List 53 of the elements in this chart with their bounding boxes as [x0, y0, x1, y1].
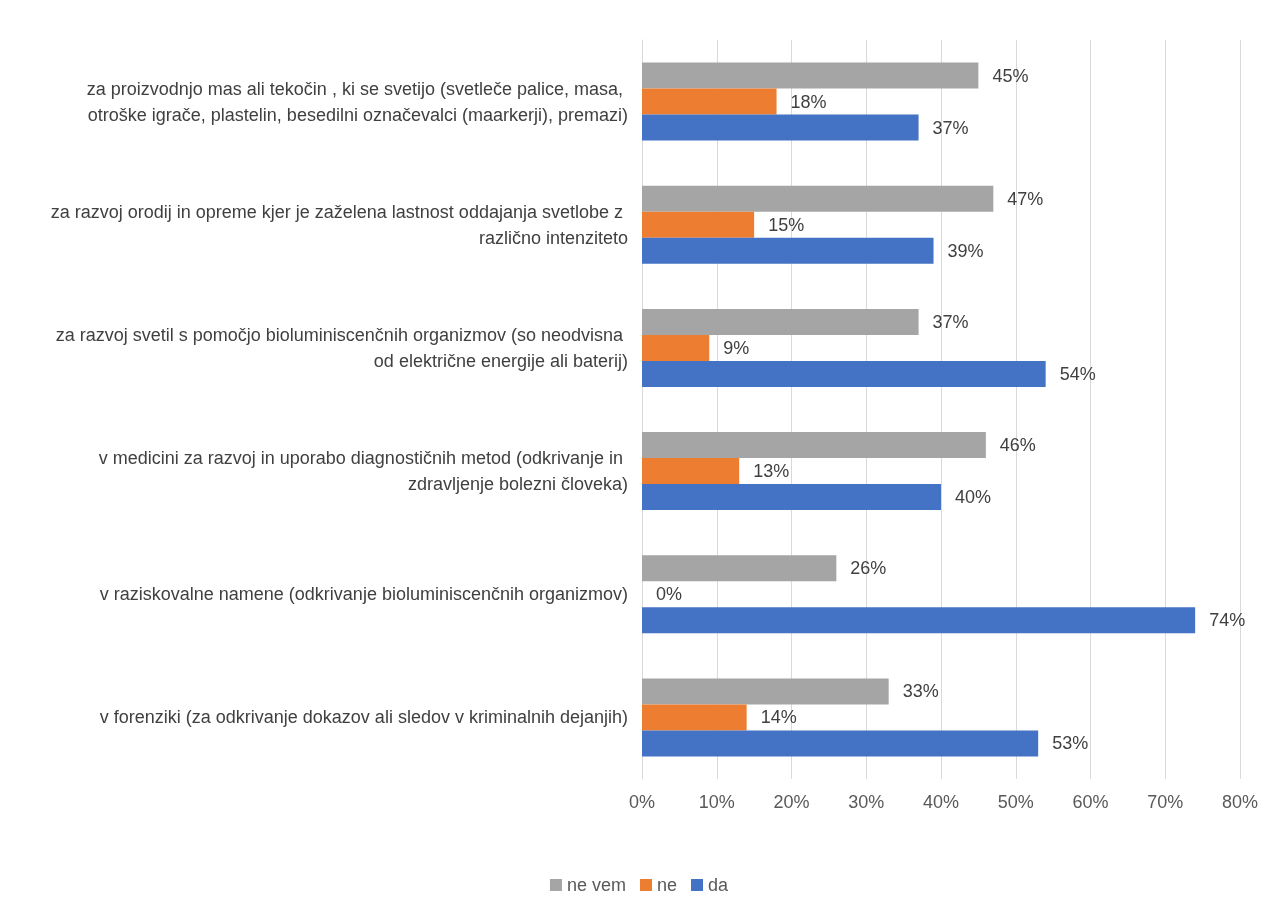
x-tick-label: 80%: [1221, 792, 1259, 812]
bar: [642, 88, 777, 115]
data-label: 15%: [768, 214, 805, 235]
x-tick-label: 60%: [1072, 792, 1109, 812]
data-label: 14%: [760, 707, 797, 728]
x-tick-label: 10%: [698, 792, 735, 812]
y-tick-label: za razvoj svetil s pomočjo bioluminiscenčnih organizmov (so neodvisna od električne energije ali baterij): [55, 324, 628, 371]
data-label: 33%: [902, 681, 939, 702]
bar: [642, 484, 941, 511]
legend-label: ne vem: [566, 875, 626, 895]
y-tick-label: v raziskovalne namene (odkrivanje bioluminiscenčnih organizmov): [99, 584, 628, 605]
x-tick-label: 70%: [1147, 792, 1184, 812]
bar: [642, 730, 1039, 757]
bar: [642, 432, 986, 459]
y-tick-label: v medicini za razvoj in uporabo diagnostičnih metod (odkrivanje in zdravljenje bolezni človeka): [98, 448, 628, 495]
bar: [642, 555, 837, 582]
data-label: 45%: [992, 65, 1029, 86]
y-tick-label: v forenziki (za odkrivanje dokazov ali sledov v kriminalnih dejanjih): [99, 707, 628, 728]
y-tick-label: za razvoj orodij in opreme kjer je zaželena lastnost oddajanja svetlobe z različno intenziteto: [50, 201, 628, 248]
data-label: 37%: [932, 117, 969, 138]
data-label: 26%: [850, 558, 887, 579]
bar: [642, 114, 919, 141]
bar: [642, 334, 710, 361]
x-tick-label: 0%: [628, 792, 656, 812]
bar: [642, 211, 755, 238]
data-label: 74%: [1209, 610, 1246, 631]
data-label: 0%: [656, 584, 683, 605]
bar: [642, 678, 889, 705]
data-label: 53%: [1052, 733, 1089, 754]
x-tick-label: 20%: [773, 792, 810, 812]
bar: [642, 237, 934, 264]
legend-label: da: [708, 875, 730, 895]
bar: [642, 185, 994, 212]
bar: [642, 607, 1196, 634]
x-tick-label: 40%: [922, 792, 960, 812]
data-label: 40%: [955, 487, 992, 508]
bar: [642, 62, 979, 89]
data-label: 47%: [1007, 188, 1044, 209]
y-tick-label: za proizvodnjo mas ali tekočin , ki se svetijo (svetleče palice, masa, otroške igrače, plastelin, besedilni označevalci (maarkerji), premazi): [86, 78, 628, 125]
legend-label: ne: [656, 875, 678, 895]
data-label: 46%: [999, 435, 1036, 456]
data-label: 9%: [723, 337, 750, 358]
bar: [642, 308, 919, 335]
data-label: 54%: [1059, 363, 1096, 384]
x-tick-label: 30%: [848, 792, 885, 812]
bar: [642, 360, 1046, 387]
data-label: 39%: [947, 240, 984, 261]
bar: [642, 458, 740, 485]
data-label: 37%: [932, 311, 969, 332]
x-tick-label: 50%: [997, 792, 1034, 812]
bar: [642, 704, 747, 731]
data-label: 13%: [753, 461, 790, 482]
data-label: 18%: [790, 91, 827, 112]
